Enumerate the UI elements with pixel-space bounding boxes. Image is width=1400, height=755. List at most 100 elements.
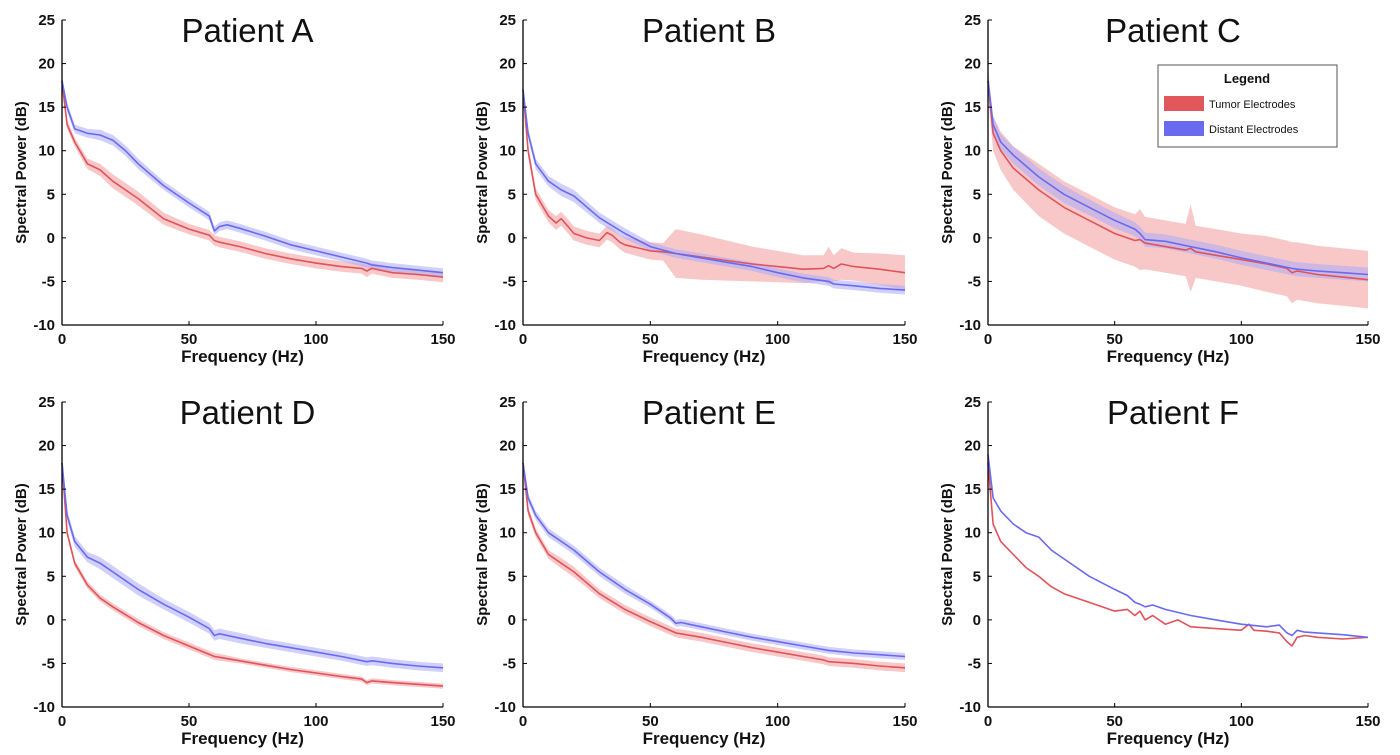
patient-f-x-axis-label: Frequency (Hz) (1107, 729, 1230, 748)
patient-b-ytick-label: 20 (499, 56, 516, 73)
patient-b-ytick-label: -10 (494, 317, 516, 334)
patient-d-ytick-label: 0 (47, 612, 55, 629)
patient-f-ytick-label: 25 (964, 394, 981, 411)
legend: Legend Tumor Electrodes Distant Electrod… (1157, 64, 1338, 148)
patient-a-xtick-label: 0 (58, 331, 66, 348)
patient-f-ytick-label: -5 (968, 655, 981, 672)
patient-c-distant-line (987, 80, 1369, 276)
patient-b-y-axis-label: Spectral Power (dB) (474, 101, 491, 244)
patient-f-distant-line (987, 454, 1369, 639)
patient-e-xtick-label: 0 (519, 713, 527, 730)
patient-c-y-axis-label: Spectral Power (dB) (939, 101, 956, 244)
patient-c-ytick-label: 20 (964, 56, 981, 73)
patient-b-ytick-label: 25 (499, 12, 516, 29)
patient-f-tumor-line (987, 462, 1369, 647)
patient-d-ytick-label: 10 (38, 525, 55, 542)
patient-c-x-axis-label: Frequency (Hz) (1107, 347, 1230, 366)
patient-a-title: Patient A (181, 12, 313, 49)
patient-c-ytick-label: 5 (973, 186, 981, 203)
patient-b-tumor-band (523, 83, 905, 291)
patient-a-ytick-label: 15 (38, 99, 55, 116)
patient-a-y-axis-label: Spectral Power (dB) (13, 101, 30, 244)
patient-e-ytick-label: 15 (499, 481, 516, 498)
patient-d-xtick-label: 50 (181, 713, 198, 730)
patient-e-xtick-label: 100 (765, 713, 790, 730)
patient-b-xtick-label: 150 (892, 331, 917, 348)
patient-a-ytick-label: -10 (33, 317, 55, 334)
patient-b-ytick-label: 5 (508, 186, 516, 203)
patient-e-xtick-label: 50 (642, 713, 659, 730)
patient-a-xtick-label: 100 (303, 331, 328, 348)
patient-c-ytick-label: 15 (964, 99, 981, 116)
patient-e-y-axis-label: Spectral Power (dB) (474, 483, 491, 626)
patient-c-tumor-line (987, 80, 1369, 281)
patient-d-xtick-label: 150 (430, 713, 455, 730)
patient-a-tumor-line (61, 80, 444, 278)
patient-e-x-axis-label: Frequency (Hz) (643, 729, 766, 748)
patient-e-ytick-label: 25 (499, 394, 516, 411)
patient-a-ytick-label: 25 (38, 12, 55, 29)
patient-d-ytick-label: -10 (33, 699, 55, 716)
patient-c-tumor-band (988, 67, 1368, 309)
patient-e-tumor-line (522, 462, 906, 669)
patient-d-ytick-label: 5 (47, 568, 55, 585)
patient-f-ytick-label: 20 (964, 438, 981, 455)
patient-a-ytick-label: 5 (47, 186, 55, 203)
patient-a-ytick-label: 10 (38, 143, 55, 160)
patient-e-ytick-label: 20 (499, 438, 516, 455)
patient-f-ytick-label: 0 (973, 612, 981, 629)
patient-f-xtick-label: 0 (984, 713, 992, 730)
patient-e-ytick-label: 0 (508, 612, 516, 629)
legend-title: Legend (1224, 71, 1270, 86)
patient-d-x-axis-label: Frequency (Hz) (181, 729, 304, 748)
patient-d-title: Patient D (180, 394, 316, 431)
patient-c-distant-band (988, 74, 1368, 282)
patient-c-ytick-label: 10 (964, 143, 981, 160)
patient-b-title: Patient B (642, 12, 776, 49)
patient-d-tumor-line (61, 462, 444, 687)
patient-b-distant-line (522, 89, 906, 291)
patient-f-y-axis-label: Spectral Power (dB) (939, 483, 956, 626)
patient-c-ytick-label: -10 (959, 317, 981, 334)
patient-b-ytick-label: 0 (508, 230, 516, 247)
patient-d-distant-band (62, 457, 443, 673)
patient-b-tumor-line (522, 89, 906, 274)
patient-b-xtick-label: 0 (519, 331, 527, 348)
legend-entry-tumor: Tumor Electrodes (1209, 99, 1296, 111)
patient-f-xtick-label: 50 (1106, 713, 1123, 730)
patient-f-ytick-label: 15 (964, 481, 981, 498)
patient-e-ytick-label: 5 (508, 568, 516, 585)
patient-e-title: Patient E (642, 394, 776, 431)
patient-c-title: Patient C (1105, 12, 1241, 49)
patient-a-distant-line (61, 80, 444, 274)
patient-d-distant-line (61, 462, 444, 669)
patient-d-y-axis-label: Spectral Power (dB) (13, 483, 30, 626)
patient-f-title: Patient F (1107, 394, 1239, 431)
patient-b-xtick-label: 50 (642, 331, 659, 348)
patient-e-ytick-label: -5 (503, 655, 516, 672)
patient-a-ytick-label: 20 (38, 56, 55, 73)
patient-b-xtick-label: 100 (765, 331, 790, 348)
patient-d-xtick-label: 0 (58, 713, 66, 730)
patient-a-xtick-label: 50 (181, 331, 198, 348)
patient-a-xtick-label: 150 (430, 331, 455, 348)
patient-f-xtick-label: 150 (1355, 713, 1380, 730)
patient-e-ytick-label: -10 (494, 699, 516, 716)
legend-entry-distant: Distant Electrodes (1209, 124, 1299, 136)
patient-d-ytick-label: -5 (42, 655, 55, 672)
legend-swatch-distant (1164, 121, 1204, 136)
patient-b-x-axis-label: Frequency (Hz) (643, 347, 766, 366)
patient-d-ytick-label: 20 (38, 438, 55, 455)
patient-b-ytick-label: -5 (503, 273, 516, 290)
patient-a-tumor-band (62, 75, 443, 283)
patient-c-xtick-label: 0 (984, 331, 992, 348)
patient-c-ytick-label: 0 (973, 230, 981, 247)
patient-f-ytick-label: -10 (959, 699, 981, 716)
patient-d-xtick-label: 100 (303, 713, 328, 730)
